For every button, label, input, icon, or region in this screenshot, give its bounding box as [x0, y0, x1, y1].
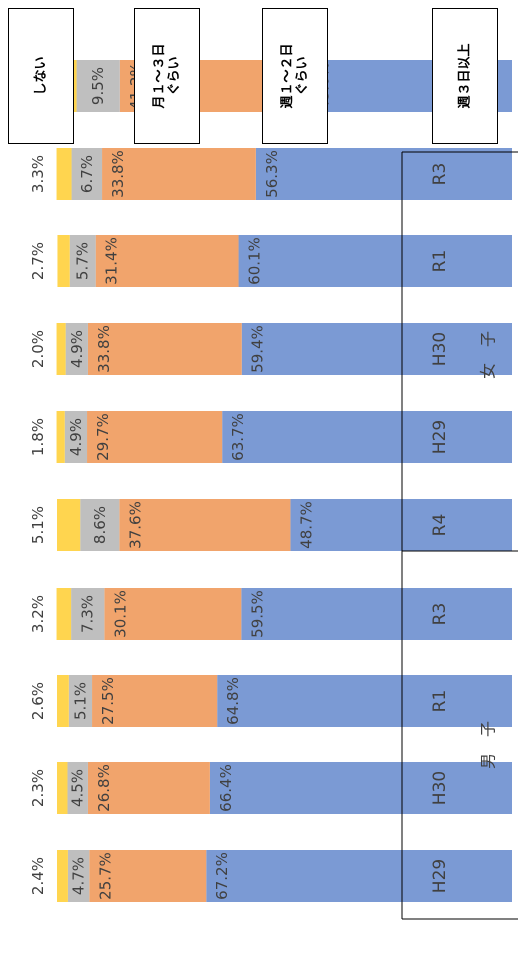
legend-label-weekly-3plus: 週３日以上 [457, 43, 473, 109]
legend-label-weekly-1-2: 週１～２日 ぐらい [280, 43, 310, 109]
bar-segment-s3-8 [56, 148, 72, 200]
bar-segment-s0-3 [241, 588, 512, 640]
bar-segment-s3-6 [56, 323, 66, 375]
data-label-s0-2: 64.8% [224, 677, 242, 725]
group-label-girls: 女 子 [479, 331, 498, 379]
data-label-s2-2: 5.1% [71, 682, 89, 720]
bar-segment-s3-5 [56, 411, 65, 463]
bar-segment-s3-1 [57, 762, 68, 814]
bar-segment-s2-9 [76, 60, 120, 112]
legend-item-monthly: 月１～３日 ぐらい [134, 8, 200, 144]
data-label-s1-8: 33.8% [109, 150, 127, 198]
bar-segment-s1-0 [89, 850, 207, 902]
bar-segment-s0-8 [255, 148, 512, 200]
bar-segment-s2-0 [67, 850, 90, 902]
data-label-s3-8: 3.3% [29, 155, 47, 193]
data-label-s2-7: 5.7% [74, 242, 92, 280]
data-label-s0-8: 56.3% [263, 150, 281, 198]
legend-label-shinai: しない [33, 56, 49, 96]
bar-segment-s0-7 [238, 235, 513, 287]
category-label-0: H29 [430, 859, 450, 893]
bar-segment-s2-8 [71, 148, 103, 200]
category-label-6: H30 [430, 332, 450, 366]
category-label-8: R3 [430, 163, 450, 186]
group-label-boys: 男 子 [479, 721, 498, 769]
bar-segment-s2-6 [65, 323, 88, 375]
bar-segment-s3-4 [57, 499, 81, 551]
data-label-s0-7: 60.1% [246, 237, 264, 285]
data-label-s1-6: 33.8% [95, 325, 113, 373]
category-label-3: R3 [430, 603, 450, 626]
legend-label-monthly: 月１～３日 ぐらい [152, 43, 182, 109]
bar-segment-s1-1 [87, 762, 210, 814]
data-label-s3-5: 1.8% [29, 418, 47, 456]
category-label-5: H29 [430, 420, 450, 454]
bar-segment-s2-3 [71, 588, 105, 640]
bar-segment-s0-5 [222, 411, 513, 463]
bar-segment-s3-2 [57, 675, 69, 727]
category-label-7: R1 [430, 250, 450, 273]
data-label-s2-0: 4.7% [70, 857, 88, 895]
data-label-s1-3: 30.1% [111, 590, 129, 638]
data-label-s0-0: 67.2% [213, 852, 231, 900]
data-label-s1-5: 29.7% [94, 413, 112, 461]
data-label-s2-1: 4.5% [69, 769, 87, 807]
bar-segment-s3-0 [57, 850, 68, 902]
legend-item-weekly-3plus: 週３日以上 [432, 8, 498, 144]
data-label-s2-8: 6.7% [78, 155, 96, 193]
data-label-s1-7: 31.4% [103, 237, 121, 285]
category-label-4: R4 [430, 514, 450, 537]
bar-segment-s1-8 [102, 148, 256, 200]
bar-segment-s3-3 [56, 588, 72, 640]
category-label-2: R1 [430, 690, 450, 713]
data-label-s1-1: 26.8% [95, 764, 113, 812]
data-label-s3-7: 2.7% [29, 242, 47, 280]
bar-segment-s1-2 [92, 675, 218, 727]
bar-segment-s1-5 [87, 411, 223, 463]
bar-segment-s1-7 [95, 235, 239, 287]
data-label-s1-4: 37.6% [126, 501, 144, 549]
data-label-s2-6: 4.9% [68, 330, 86, 368]
bar-segment-s2-2 [68, 675, 93, 727]
bar-segment-s3-7 [57, 235, 70, 287]
bar-segment-s2-4 [80, 499, 120, 551]
data-label-s0-5: 63.7% [229, 413, 247, 461]
bar-segment-s0-2 [217, 675, 512, 727]
data-label-s3-1: 2.3% [29, 769, 47, 807]
data-label-s3-2: 2.6% [29, 682, 47, 720]
data-label-s0-3: 59.5% [248, 590, 266, 638]
data-label-s0-1: 66.4% [217, 764, 235, 812]
data-label-s2-3: 7.3% [79, 595, 97, 633]
legend-item-shinai: しない [8, 8, 74, 144]
data-label-s3-4: 5.1% [29, 506, 47, 544]
bar-segment-s1-4 [119, 499, 291, 551]
bar-segment-s1-3 [104, 588, 242, 640]
data-label-s2-4: 8.6% [91, 506, 109, 544]
data-label-s3-0: 2.4% [29, 857, 47, 895]
bar-segment-s0-0 [206, 850, 513, 902]
data-label-s0-4: 48.7% [297, 501, 315, 549]
bar-segment-s0-1 [209, 762, 512, 814]
bar-segment-s1-6 [87, 323, 242, 375]
bar-segment-s0-4 [290, 499, 512, 551]
bar-segment-s2-1 [67, 762, 88, 814]
category-label-1: H30 [430, 771, 450, 805]
bar-segment-s2-7 [69, 235, 96, 287]
data-label-s2-5: 4.9% [67, 418, 85, 456]
legend-item-weekly-1-2: 週１～２日 ぐらい [262, 8, 328, 144]
bar-segment-s2-5 [64, 411, 88, 463]
data-label-s2-9: 9.5% [89, 67, 107, 105]
data-label-s3-3: 3.2% [29, 595, 47, 633]
data-label-s1-2: 27.5% [99, 677, 117, 725]
data-label-s0-6: 59.4% [249, 325, 267, 373]
data-label-s3-6: 2.0% [29, 330, 47, 368]
bar-segment-s0-6 [241, 323, 513, 375]
data-label-s1-0: 25.7% [96, 852, 114, 900]
